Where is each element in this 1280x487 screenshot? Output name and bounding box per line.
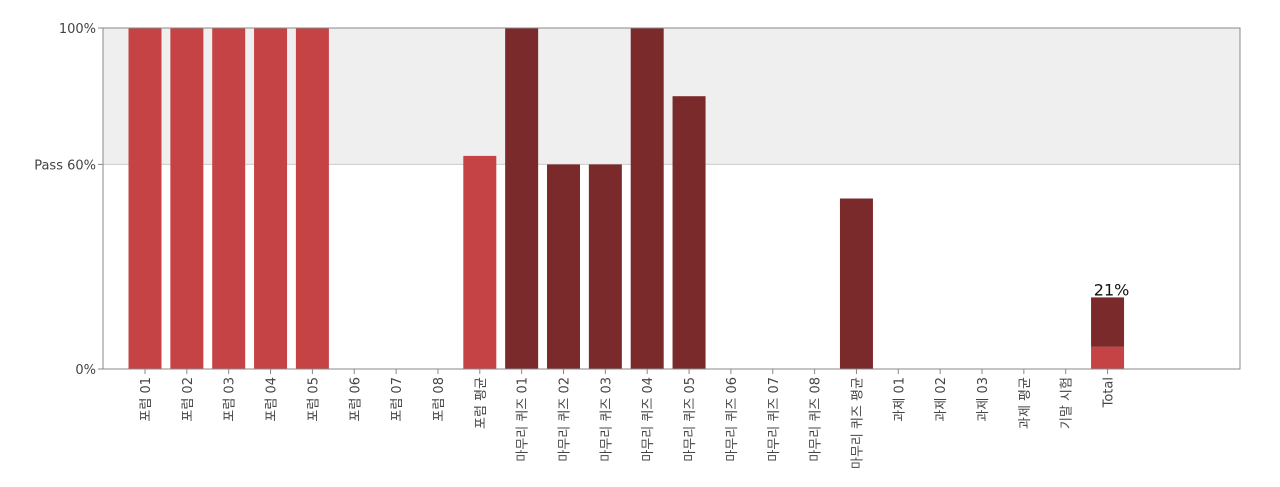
x-category-label: 마무리 퀴즈 04 <box>641 377 656 462</box>
bar <box>212 28 246 369</box>
x-category-label: 포럼 04 <box>265 377 280 422</box>
bar <box>128 28 162 369</box>
label-layer: 포럼 01 포럼 02 포럼 03 포럼 04 포럼 05 포럼 06 포럼 07 포럼 08… <box>139 280 1129 469</box>
x-category-label: 마무리 퀴즈 05 <box>683 377 698 462</box>
plot-frame <box>102 27 1241 370</box>
x-category-label: 포럼 08 <box>432 377 447 422</box>
bar-layer <box>128 28 1125 369</box>
bar <box>547 164 580 369</box>
axis-layer: 100% Pass 60% 0% <box>34 22 1241 378</box>
x-category-label: 포럼 05 <box>306 377 321 422</box>
x-category-label: 마무리 퀴즈 07 <box>767 377 782 462</box>
x-category-label: 과제 02 <box>934 377 949 422</box>
x-category-label: 마무리 퀴즈 03 <box>599 377 614 462</box>
bar-total-segment <box>1091 346 1125 369</box>
x-category-label: 과제 평균 <box>1018 377 1033 429</box>
x-category-label: 포럼 02 <box>181 377 196 422</box>
y-tick-label: Pass 60% <box>34 158 96 173</box>
x-category-label: 포럼 평균 <box>474 377 489 429</box>
x-category-label: 마무리 퀴즈 평균 <box>850 377 865 469</box>
x-category-label: 기말 시험 <box>1060 377 1075 429</box>
bar-total-segment <box>1091 297 1125 347</box>
x-category-label: 마무리 퀴즈 02 <box>558 377 573 462</box>
y-tick-label: 100% <box>59 22 96 37</box>
pass-band <box>103 28 1240 165</box>
y-tick-label: 0% <box>75 363 96 378</box>
x-category-label: 포럼 03 <box>223 377 238 422</box>
x-category-label: 과제 01 <box>892 377 907 422</box>
bar <box>839 198 873 369</box>
x-category-label: 포럼 07 <box>390 377 405 422</box>
bar <box>170 28 204 369</box>
x-category-label: 마무리 퀴즈 08 <box>809 377 824 462</box>
bar <box>295 28 329 369</box>
x-category-label: 과제 03 <box>976 377 991 422</box>
x-category-label: 마무리 퀴즈 06 <box>725 377 740 462</box>
x-category-label: 포럼 06 <box>348 377 363 422</box>
bar <box>672 96 706 369</box>
bar <box>254 28 288 369</box>
x-category-label: Total <box>1102 377 1117 408</box>
bar <box>630 28 664 369</box>
x-category-label: 마무리 퀴즈 01 <box>516 377 531 462</box>
bar <box>463 155 497 369</box>
total-data-label: 21% <box>1094 280 1130 299</box>
pass-band-layer <box>103 28 1240 165</box>
bar <box>588 164 622 369</box>
bar <box>505 28 539 369</box>
x-category-label: 포럼 01 <box>139 377 154 422</box>
